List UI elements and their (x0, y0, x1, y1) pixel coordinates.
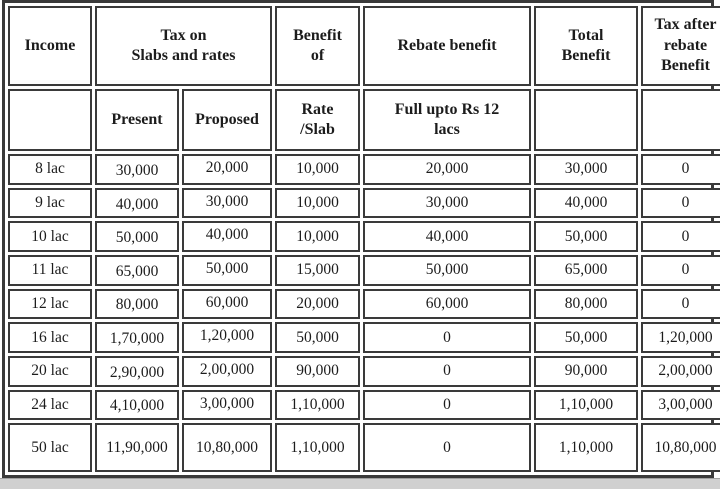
total-benefit-cell: 50,000 (534, 322, 638, 353)
rebate-benefit-cell: 0 (363, 355, 531, 387)
tax-after-rebate-cell: 0 (641, 221, 720, 252)
income-cell: 12 lac (8, 288, 92, 320)
col-subheader-empty-total (534, 89, 638, 151)
tax-after-rebate-cell: 3,00,000 (641, 389, 720, 421)
benefit-rate-slab-cell: 50,000 (275, 322, 360, 353)
col-subheader-present: Present (95, 89, 179, 151)
header-row-1: Income Tax on Slabs and rates Benefit of… (8, 6, 720, 86)
tax-after-rebate-cell: 1,20,000 (641, 322, 720, 353)
total-benefit-cell: 80,000 (534, 288, 638, 320)
total-benefit-cell: 90,000 (534, 355, 638, 387)
income-cell: 50 lac (8, 423, 92, 472)
present-tax-cell: 50,000 (95, 221, 179, 252)
col-header-tax-on-slabs: Tax on Slabs and rates (95, 6, 272, 86)
proposed-tax-cell: 60,000 (182, 288, 272, 320)
income-cell: 10 lac (8, 221, 92, 252)
table-row-11-lac: 11 lac 65,000 50,000 15,000 50,000 65,00… (8, 254, 720, 286)
benefit-rate-slab-cell: 90,000 (275, 355, 360, 387)
col-subheader-empty-tax-after (641, 89, 720, 151)
proposed-tax-cell: 1,20,000 (182, 322, 272, 353)
col-subheader-proposed: Proposed (182, 89, 272, 151)
present-tax-cell: 65,000 (95, 254, 179, 286)
proposed-tax-cell: 10,80,000 (182, 423, 272, 472)
present-tax-cell: 2,90,000 (95, 355, 179, 387)
col-subheader-empty-income (8, 89, 92, 151)
proposed-tax-cell: 3,00,000 (182, 389, 272, 421)
tax-after-rebate-cell: 0 (641, 254, 720, 286)
col-header-total-benefit: Total Benefit (534, 6, 638, 86)
header-row-2: Present Proposed Rate /Slab Full upto Rs… (8, 89, 720, 151)
present-tax-cell: 40,000 (95, 187, 179, 219)
rebate-benefit-cell: 40,000 (363, 221, 531, 252)
rebate-benefit-cell: 60,000 (363, 288, 531, 320)
present-tax-cell: 30,000 (95, 154, 179, 185)
benefit-rate-slab-cell: 15,000 (275, 254, 360, 286)
table-row-10-lac: 10 lac 50,000 40,000 10,000 40,000 50,00… (8, 221, 720, 252)
rebate-benefit-cell: 30,000 (363, 187, 531, 219)
tax-table-frame: Income Tax on Slabs and rates Benefit of… (2, 0, 720, 478)
col-header-tax-after-rebate: Tax after rebate Benefit (641, 6, 720, 86)
proposed-tax-cell: 50,000 (182, 254, 272, 286)
table-row-16-lac: 16 lac 1,70,000 1,20,000 50,000 0 50,000… (8, 322, 720, 353)
total-benefit-cell: 1,10,000 (534, 423, 638, 472)
benefit-rate-slab-cell: 10,000 (275, 154, 360, 185)
benefit-rate-slab-cell: 1,10,000 (275, 389, 360, 421)
table-row-9-lac: 9 lac 40,000 30,000 10,000 30,000 40,000… (8, 187, 720, 219)
benefit-rate-slab-cell: 10,000 (275, 221, 360, 252)
income-cell: 16 lac (8, 322, 92, 353)
present-tax-cell: 80,000 (95, 288, 179, 320)
present-tax-cell: 4,10,000 (95, 389, 179, 421)
tax-after-rebate-cell: 0 (641, 187, 720, 219)
proposed-tax-cell: 2,00,000 (182, 355, 272, 387)
tax-after-rebate-cell: 0 (641, 288, 720, 320)
table-row-12-lac: 12 lac 80,000 60,000 20,000 60,000 80,00… (8, 288, 720, 320)
rebate-benefit-cell: 20,000 (363, 154, 531, 185)
tax-benefit-table: Income Tax on Slabs and rates Benefit of… (5, 3, 720, 475)
total-benefit-cell: 30,000 (534, 154, 638, 185)
total-benefit-cell: 65,000 (534, 254, 638, 286)
income-cell: 8 lac (8, 154, 92, 185)
col-header-income: Income (8, 6, 92, 86)
table-row-24-lac: 24 lac 4,10,000 3,00,000 1,10,000 0 1,10… (8, 389, 720, 421)
tax-after-rebate-cell: 0 (641, 154, 720, 185)
benefit-rate-slab-cell: 10,000 (275, 187, 360, 219)
table-row-8-lac: 8 lac 30,000 20,000 10,000 20,000 30,000… (8, 154, 720, 185)
total-benefit-cell: 50,000 (534, 221, 638, 252)
col-subheader-full-upto: Full upto Rs 12 lacs (363, 89, 531, 151)
income-cell: 9 lac (8, 187, 92, 219)
table-row-20-lac: 20 lac 2,90,000 2,00,000 90,000 0 90,000… (8, 355, 720, 387)
table-row-50-lac: 50 lac 11,90,000 10,80,000 1,10,000 0 1,… (8, 423, 720, 472)
col-header-rebate-benefit: Rebate benefit (363, 6, 531, 86)
benefit-rate-slab-cell: 1,10,000 (275, 423, 360, 472)
tax-after-rebate-cell: 2,00,000 (641, 355, 720, 387)
present-tax-cell: 11,90,000 (95, 423, 179, 472)
rebate-benefit-cell: 0 (363, 389, 531, 421)
col-subheader-rate-slab: Rate /Slab (275, 89, 360, 151)
proposed-tax-cell: 40,000 (182, 221, 272, 252)
proposed-tax-cell: 20,000 (182, 154, 272, 185)
tax-after-rebate-cell: 10,80,000 (641, 423, 720, 472)
total-benefit-cell: 40,000 (534, 187, 638, 219)
income-cell: 20 lac (8, 355, 92, 387)
rebate-benefit-cell: 0 (363, 322, 531, 353)
income-cell: 24 lac (8, 389, 92, 421)
proposed-tax-cell: 30,000 (182, 187, 272, 219)
rebate-benefit-cell: 0 (363, 423, 531, 472)
income-cell: 11 lac (8, 254, 92, 286)
benefit-rate-slab-cell: 20,000 (275, 288, 360, 320)
present-tax-cell: 1,70,000 (95, 322, 179, 353)
col-header-benefit-of: Benefit of (275, 6, 360, 86)
total-benefit-cell: 1,10,000 (534, 389, 638, 421)
rebate-benefit-cell: 50,000 (363, 254, 531, 286)
page-margin-strip (0, 478, 720, 489)
